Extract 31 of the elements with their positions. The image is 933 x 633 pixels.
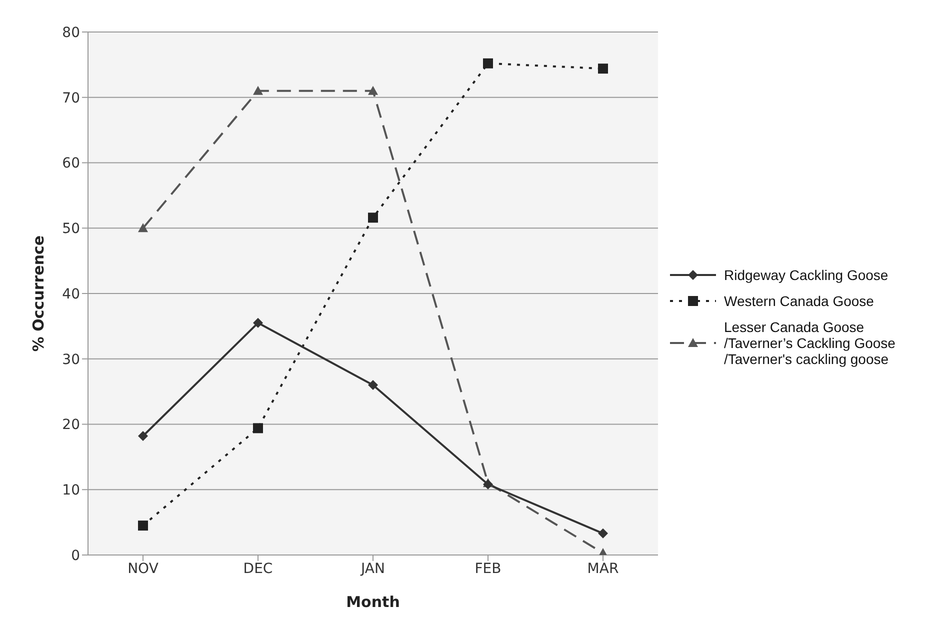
- y-tick-label: 0: [71, 548, 80, 564]
- y-tick-label: 70: [62, 90, 80, 106]
- x-tick-label: FEB: [474, 560, 502, 577]
- y-tick-label: 10: [62, 482, 80, 499]
- point: [253, 423, 263, 434]
- y-tick-label: 60: [62, 156, 80, 172]
- legend-label: Lesser Canada Goose /Taverner’s Cackling Goose /Taverner's cackling goose: [724, 318, 896, 366]
- x-tick-label: MAR: [587, 560, 619, 577]
- y-tick-label: 50: [62, 221, 80, 238]
- point: [368, 380, 378, 390]
- point: [138, 431, 148, 442]
- y-tick-label: 80: [62, 24, 80, 41]
- y-axis-title: % Occurrence: [29, 235, 48, 352]
- y-tick-label: 20: [62, 417, 80, 434]
- point: [138, 520, 148, 531]
- y-tick-label: 40: [62, 286, 80, 302]
- point: [483, 58, 493, 68]
- x-tick-label: DEC: [243, 560, 273, 577]
- point: [138, 223, 148, 232]
- legend-label: Western Canada Goose: [724, 292, 874, 308]
- point: [598, 528, 608, 538]
- y-tick-label: 30: [62, 352, 80, 368]
- x-axis-title: Month: [346, 593, 400, 611]
- x-tick-label: JAN: [360, 560, 385, 577]
- x-tick-label: NOV: [128, 560, 159, 577]
- legend-label: Ridgeway Cackling Goose: [724, 266, 888, 282]
- point: [253, 318, 263, 328]
- point: [368, 212, 378, 223]
- point: [253, 86, 263, 95]
- point: [598, 64, 608, 74]
- point: [368, 86, 378, 95]
